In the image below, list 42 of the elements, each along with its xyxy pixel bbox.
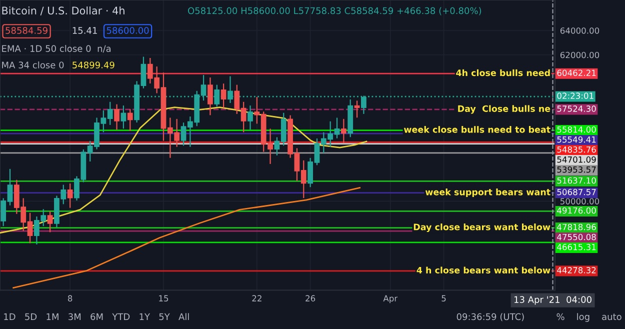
text: Bitcoin / U.S. Dollar · 4h <box>2 6 124 16</box>
ref-line-label: 55549.41 <box>557 136 596 143</box>
ref-line-label: 49176.00 <box>557 207 596 214</box>
annotation: EMA · 1D 50 close 0 n/a <box>2 44 111 53</box>
x-tick-label: 15 <box>159 295 168 302</box>
annotation: Day Close bulls ne <box>458 105 550 114</box>
annotation: Day close bears want below <box>414 223 550 232</box>
ref-line-label: 47818.96 <box>557 224 596 230</box>
x-tick-label: 22 <box>252 295 262 302</box>
annotation: week support bears want <box>425 188 550 198</box>
ref-line-label: 44278.32 <box>557 267 596 274</box>
annotation: 02:23:01 <box>557 92 594 99</box>
ref-line-label: 57524.30 <box>557 106 596 112</box>
y-tick-label: 64000.00 <box>560 27 600 34</box>
annotation: MA 34 close 0 <box>2 61 64 68</box>
annotation: 4h close bulls need <box>456 69 550 76</box>
ref-line-label: 54701.09 <box>557 156 596 163</box>
ref-line-label: 50687.57 <box>557 188 596 196</box>
ref-line-label: 55814.00 <box>557 126 596 133</box>
annotation: 15.41 <box>72 27 97 34</box>
annotation: 58584.59 <box>6 27 48 34</box>
ref-line-label: 51637.10 <box>557 177 596 184</box>
x-tick-label: Apr <box>383 295 398 304</box>
y-tick-label: 50000.00 <box>560 198 600 204</box>
ref-line-label: 54835.76 <box>557 146 596 153</box>
x-tick-label: 8 <box>68 295 72 302</box>
annotation: 58600.00 <box>106 27 149 34</box>
ref-line-label: 13 Apr '21 04:00 <box>514 296 592 305</box>
x-tick-label: 26 <box>306 295 316 302</box>
annotation: week close bulls need to beat <box>404 126 550 133</box>
y-tick-label: 62000.00 <box>560 52 600 58</box>
ref-line-label: 53953.57 <box>557 166 596 173</box>
ref-line-label: 47550.08 <box>557 234 596 240</box>
text: % log auto <box>556 313 622 322</box>
text: 1D 5D 1M 3M 6M YTD 1Y 5Y All <box>4 313 189 320</box>
ref-line-label: 60462.21 <box>557 70 596 76</box>
annotation: 54899.49 <box>72 62 114 68</box>
annotation: 4 h close bears want below <box>416 266 550 274</box>
ref-line-label: 46615.31 <box>557 244 596 250</box>
annotation: O58125.00 H58600.00 L57758.83 C58584.59 +466.38 (+0.80%) <box>188 7 482 16</box>
text: 09:36:59 (UTC) <box>456 313 524 322</box>
x-tick-label: 5 <box>442 295 446 302</box>
